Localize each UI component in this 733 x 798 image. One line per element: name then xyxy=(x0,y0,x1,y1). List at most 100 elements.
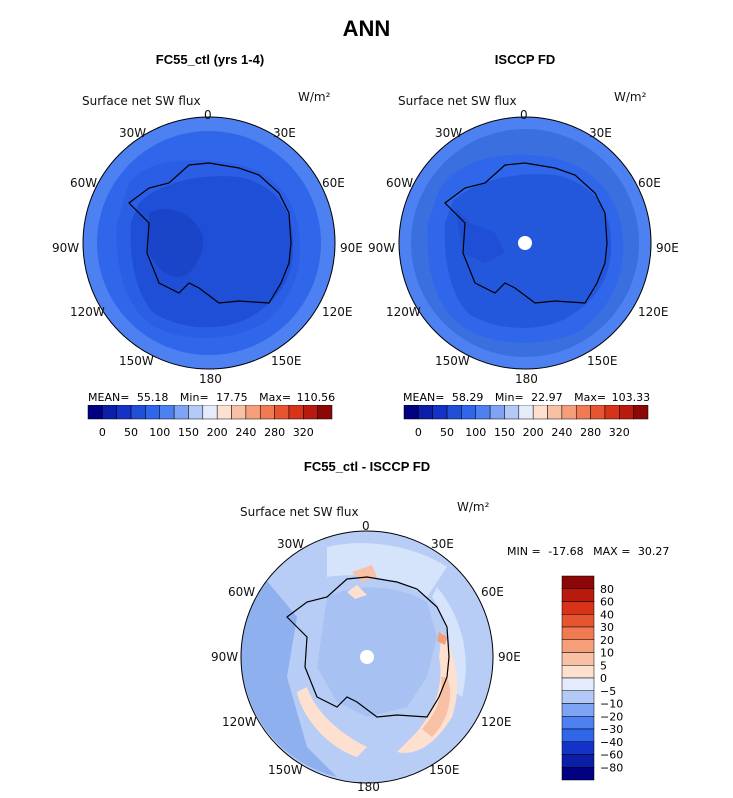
panel2-colorbar-swatch xyxy=(532,405,548,420)
panel2-colorbar-swatch xyxy=(547,405,563,420)
panel3-units: W/m² xyxy=(457,500,490,514)
panel1-colorbar-tick-label: 50 xyxy=(124,426,138,439)
panel1-map xyxy=(82,116,336,370)
panel1-colorbar-swatch xyxy=(202,405,218,420)
panel1-mean-label: MEAN= xyxy=(88,391,130,404)
panel2-units: W/m² xyxy=(614,90,647,104)
panel2-stats: MEAN= 58.29 Min= 22.97 Max= 103.33 xyxy=(403,391,650,404)
panel1-lon-0: 0 xyxy=(204,108,212,122)
panel2-max-label: Max= xyxy=(574,391,607,404)
panel1-min-label: Min= xyxy=(179,391,209,404)
panel1-colorbar-swatch xyxy=(288,405,304,420)
panel3-colorbar-tick-label: −60 xyxy=(600,749,623,762)
panel1-colorbar-swatch xyxy=(173,405,189,420)
panel2-lon-0: 0 xyxy=(520,108,528,122)
panel3-min-value: -17.68 xyxy=(548,545,584,558)
panel2-lon-30w: 30W xyxy=(435,126,463,140)
panel2-lon-180: 180 xyxy=(515,372,538,386)
panel2-colorbar-tick-label: 320 xyxy=(609,426,630,439)
panel1-colorbar-tick-label: 200 xyxy=(207,426,228,439)
panel3-min-label: MIN = xyxy=(507,545,541,558)
panel1-lon-60e: 60E xyxy=(322,176,345,190)
figure-title: ANN xyxy=(342,16,391,41)
panel2-mean-value: 58.29 xyxy=(451,391,484,404)
panel3-colorbar-tick-label: 60 xyxy=(600,596,614,609)
panel3-lon-60e: 60E xyxy=(481,585,504,599)
panel2-colorbar-tick-label: 280 xyxy=(580,426,601,439)
panel3-lon-120e: 120E xyxy=(481,715,512,729)
panel1-lon-150e: 150E xyxy=(271,354,302,368)
panel3-colorbar-swatch xyxy=(561,690,595,704)
panel3-map xyxy=(240,530,494,784)
panel3-colorbar-swatch xyxy=(561,703,595,717)
panel3-colorbar-swatch xyxy=(561,614,595,628)
panel3-lon-120w: 120W xyxy=(222,715,257,729)
panel1-max-value: 110.56 xyxy=(296,391,336,404)
panel1-colorbar-swatch xyxy=(303,405,318,420)
panel3-colorbar-swatch xyxy=(561,626,595,640)
panel2-lon-90w: 90W xyxy=(368,241,396,255)
panel1-colorbar-tick-label: 320 xyxy=(293,426,314,439)
panel2-mean-label: MEAN= xyxy=(403,391,445,404)
panel2-lon-60w: 60W xyxy=(386,176,414,190)
panel1-lon-90w: 90W xyxy=(52,241,80,255)
panel3-lon-60w: 60W xyxy=(228,585,256,599)
panel1-colorbar-swatch xyxy=(259,405,275,420)
panel1-colorbar-tick-label: 150 xyxy=(178,426,199,439)
panel2-colorbar-swatch xyxy=(489,405,505,420)
panel3-colorbar-swatch xyxy=(561,728,595,742)
panel1-lon-60w: 60W xyxy=(70,176,98,190)
panel3-colorbar-swatch xyxy=(561,601,595,615)
panel2-colorbar-swatch xyxy=(461,405,477,420)
panel1-colorbar-swatch xyxy=(102,405,117,420)
panel3-colorbar-tick-label: −30 xyxy=(600,723,623,736)
panel2-lon-120w: 120W xyxy=(386,305,421,319)
panel2-colorbar-tick-label: 0 xyxy=(415,426,422,439)
panel3-colorbar-tick-label: −40 xyxy=(600,736,623,749)
panel1-colorbar-swatch xyxy=(159,405,175,420)
panel3-lon-0: 0 xyxy=(362,519,370,533)
panel3-colorbar-tick-label: −10 xyxy=(600,698,623,711)
panel1-lon-150w: 150W xyxy=(119,354,154,368)
panel1-colorbar-tick-label: 240 xyxy=(235,426,256,439)
panel1-lon-90e: 90E xyxy=(340,241,363,255)
panel3-colorbar-swatch xyxy=(561,754,595,768)
panel3-colorbar-swatch xyxy=(561,665,595,679)
panel1-colorbar-swatch xyxy=(145,405,161,420)
panel2-lon-30e: 30E xyxy=(589,126,612,140)
panel2-colorbar-swatch xyxy=(403,405,419,420)
panel2-colorbar-swatch xyxy=(432,405,448,420)
panel3-colorbar-tick-label: 0 xyxy=(600,672,607,685)
panel3-colorbar-swatch xyxy=(561,639,595,653)
panel2-lon-90e: 90E xyxy=(656,241,679,255)
panel3-lon-30e: 30E xyxy=(431,537,454,551)
panel2-variable: Surface net SW flux xyxy=(398,94,517,108)
panel3-max-label: MAX = xyxy=(593,545,631,558)
panel3-colorbar-tick-label: −20 xyxy=(600,710,623,723)
panel1-lon-30e: 30E xyxy=(273,126,296,140)
panel3-colorbar-swatch xyxy=(561,575,595,589)
panel1-stats: MEAN= 55.18 Min= 17.75 Max= 110.56 xyxy=(88,391,335,404)
panel2-colorbar-tick-label: 200 xyxy=(523,426,544,439)
panel1-colorbar-swatch xyxy=(130,405,146,420)
panel3-lon-90e: 90E xyxy=(498,650,521,664)
panel1-title: FC55_ctl (yrs 1-4) xyxy=(155,52,265,67)
panel3-colorbar-tick-label: 40 xyxy=(600,608,614,621)
panel1-colorbar-swatch xyxy=(87,405,103,420)
panel1-colorbar-swatch xyxy=(188,405,204,420)
panel2-colorbar-swatch xyxy=(590,405,606,420)
panel3-colorbar-swatch xyxy=(561,588,595,602)
panel1-units: W/m² xyxy=(298,90,331,104)
panel1-lon-180: 180 xyxy=(199,372,222,386)
panel1-mean-value: 55.18 xyxy=(136,391,169,404)
panel1-max-label: Max= xyxy=(259,391,292,404)
panel3-colorbar-swatch xyxy=(561,767,595,781)
panel1-variable: Surface net SW flux xyxy=(82,94,201,108)
panel2-colorbar-swatch xyxy=(518,405,534,420)
panel2-colorbar-swatch xyxy=(561,405,577,420)
panel2-lon-150w: 150W xyxy=(435,354,470,368)
panel1-min-value: 17.75 xyxy=(216,391,248,404)
panel2-colorbar-swatch xyxy=(504,405,520,420)
panel2-title: ISCCP FD xyxy=(494,52,556,67)
